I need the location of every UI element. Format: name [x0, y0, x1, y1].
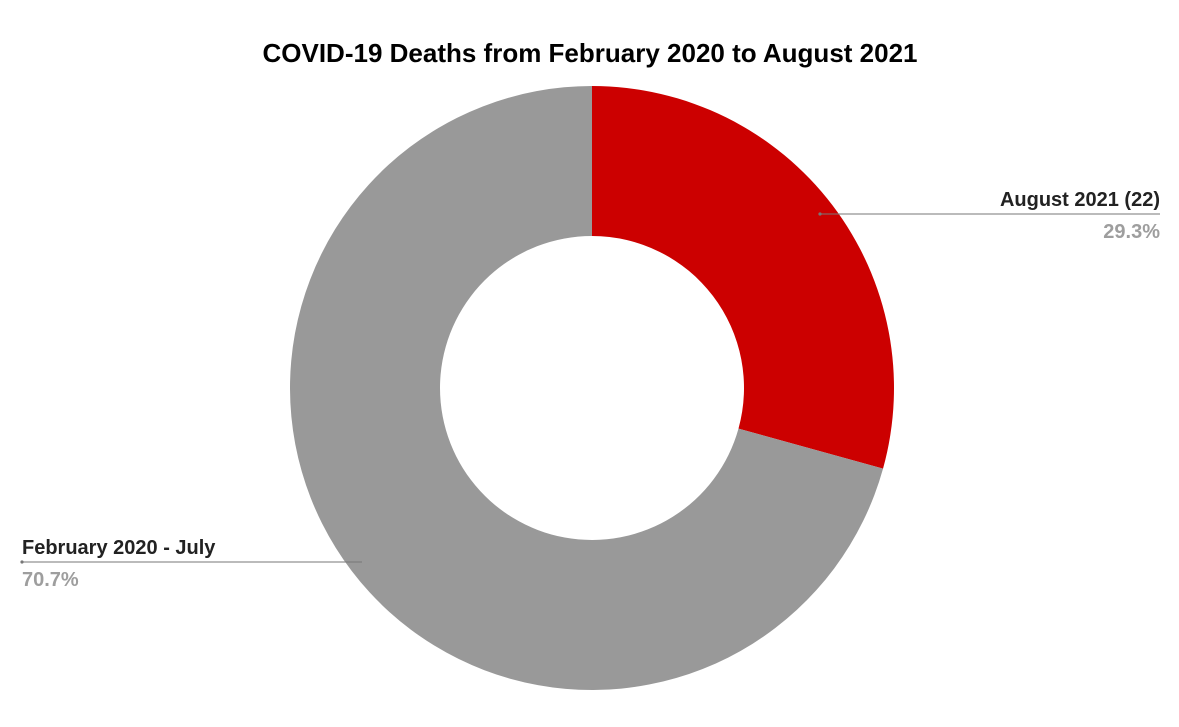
slices-group [289, 86, 894, 690]
callouts-group: August 2021 (22) 29.3% February 2020 - Jul… [20, 189, 1160, 591]
callout-dot-0 [818, 212, 822, 216]
slice-label-0: August 2021 (22) [1000, 189, 1160, 211]
slice-label-1: February 2020 - July [22, 537, 216, 559]
chart-title: COVID-19 Deaths from February 2020 to Au… [262, 38, 917, 68]
callout-dot-1 [20, 560, 24, 564]
slice-percent-0: 29.3% [1103, 221, 1160, 243]
pie-slice-0 [592, 86, 894, 469]
slice-percent-1: 70.7% [22, 569, 79, 591]
pie-slice-1 [289, 86, 884, 690]
